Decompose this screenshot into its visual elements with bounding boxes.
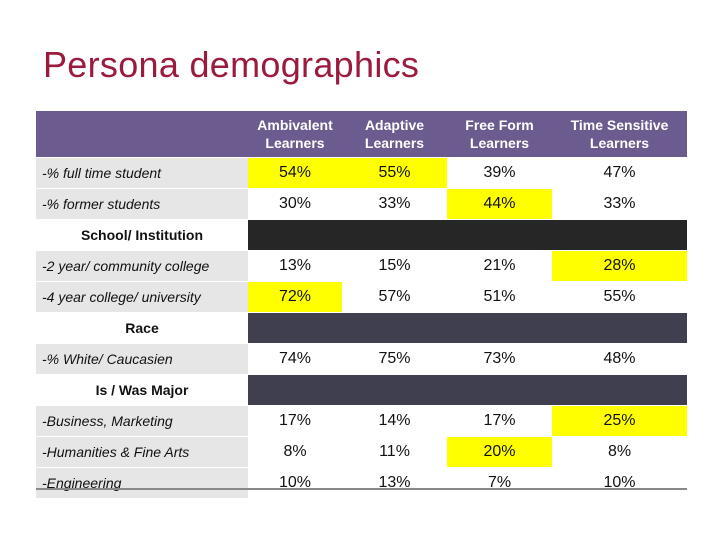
table-cell: 57% xyxy=(378,288,411,305)
table-cell: 13% xyxy=(378,474,411,491)
table-row: -% full time student 54% 55% 39% 47% xyxy=(36,157,687,188)
table-cell: 17% xyxy=(278,412,312,429)
table-cell: 20% xyxy=(447,437,552,467)
table-cell: 30% xyxy=(278,195,312,212)
section-label: School/ Institution xyxy=(36,220,248,250)
row-label: -2 year/ community college xyxy=(36,251,248,281)
table-cell: 8% xyxy=(283,443,307,460)
table-cell: 25% xyxy=(552,406,687,436)
table-row: -Business, Marketing 17% 14% 17% 25% xyxy=(36,405,687,436)
table-cell: 51% xyxy=(483,288,516,305)
section-label: Is / Was Major xyxy=(36,375,248,405)
row-label: -% White/ Caucasien xyxy=(36,344,248,374)
row-label: -Business, Marketing xyxy=(36,406,248,436)
table-row: -2 year/ community college 13% 15% 21% 2… xyxy=(36,250,687,281)
table-cell: 75% xyxy=(378,350,411,367)
table-row: -4 year college/ university 72% 57% 51% … xyxy=(36,281,687,312)
table-row: -% White/ Caucasien 74% 75% 73% 48% xyxy=(36,343,687,374)
header-corner xyxy=(36,111,248,157)
table-header-row: Ambivalent Learners Adaptive Learners Fr… xyxy=(36,111,687,157)
table-cell: 11% xyxy=(379,443,410,460)
row-label: -% full time student xyxy=(36,158,248,188)
table-cell: 33% xyxy=(603,195,636,212)
table-cell: 55% xyxy=(342,158,447,188)
table-cell: 33% xyxy=(378,195,411,212)
table-cell: 55% xyxy=(603,288,636,305)
header-time-sensitive: Time Sensitive Learners xyxy=(570,117,669,151)
table-cell: 14% xyxy=(378,412,411,429)
table-row: -Engineering 10% 13% 7% 10% xyxy=(36,467,687,498)
table-row: -% former students 30% 33% 44% 33% xyxy=(36,188,687,219)
table-cell: 28% xyxy=(552,251,687,281)
row-label: -% former students xyxy=(36,189,248,219)
table-cell: 74% xyxy=(278,350,312,367)
table-cell: 47% xyxy=(603,164,636,181)
table-row: -Humanities & Fine Arts 8% 11% 20% 8% xyxy=(36,436,687,467)
table-cell: 10% xyxy=(278,474,312,491)
row-label: -Humanities & Fine Arts xyxy=(36,437,248,467)
section-row: Is / Was Major xyxy=(36,374,687,405)
table-cell: 54% xyxy=(248,158,342,188)
table-cell: 21% xyxy=(483,257,516,274)
table-bottom-border xyxy=(36,488,687,490)
table-cell: 44% xyxy=(447,189,552,219)
table-cell: 39% xyxy=(483,164,516,181)
demographics-table: Ambivalent Learners Adaptive Learners Fr… xyxy=(36,111,687,498)
table-cell: 73% xyxy=(483,350,516,367)
row-label: -4 year college/ university xyxy=(36,282,248,312)
section-band xyxy=(248,375,687,405)
section-row: School/ Institution xyxy=(36,219,687,250)
header-ambivalent: Ambivalent Learners xyxy=(257,117,333,151)
table-cell: 17% xyxy=(483,412,516,429)
table-cell: 10% xyxy=(603,474,636,491)
header-free-form: Free Form Learners xyxy=(465,117,534,151)
table-cell: 7% xyxy=(487,474,512,491)
table-cell: 48% xyxy=(603,350,636,367)
section-row: Race xyxy=(36,312,687,343)
table-cell: 72% xyxy=(248,282,342,312)
slide-title: Persona demographics xyxy=(43,44,420,85)
section-band xyxy=(248,313,687,343)
table-cell: 8% xyxy=(607,443,632,460)
section-label: Race xyxy=(36,313,248,343)
header-adaptive: Adaptive Learners xyxy=(364,117,425,151)
section-band xyxy=(248,220,687,250)
row-label: -Engineering xyxy=(36,468,248,498)
table-cell: 13% xyxy=(278,257,312,274)
table-cell: 15% xyxy=(378,257,411,274)
